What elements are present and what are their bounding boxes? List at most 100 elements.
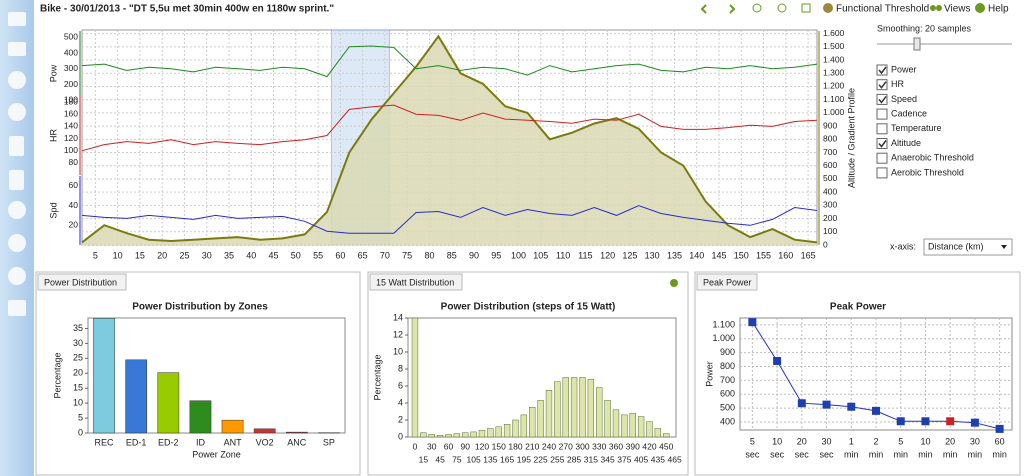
xaxis-label: x-axis: <box>890 241 916 251</box>
icon[interactable] <box>8 71 26 89</box>
marker <box>946 417 955 426</box>
bottom-panels: Power Distribution 15 Watt Distribution … <box>35 271 1021 476</box>
help-icon[interactable] <box>975 3 985 13</box>
tab-label[interactable]: Peak Power <box>703 277 752 287</box>
icon[interactable] <box>8 300 26 316</box>
x-tick-label: 120 <box>600 250 615 260</box>
icon[interactable] <box>9 170 24 190</box>
smoothing-label: Smoothing: 20 samples <box>877 23 972 33</box>
series-line <box>81 34 818 244</box>
checkbox[interactable] <box>876 64 888 76</box>
checkbox-label: HR <box>891 79 904 89</box>
checkbox-label: Cadence <box>891 108 927 118</box>
views-icon[interactable] <box>936 5 942 11</box>
checkbox[interactable] <box>876 79 888 91</box>
checkbox[interactable] <box>876 108 888 120</box>
bar <box>520 414 528 438</box>
panel <box>35 271 361 476</box>
x-tick-label: 150 <box>734 250 749 260</box>
icon[interactable] <box>8 103 26 121</box>
tool-label[interactable]: Views <box>944 4 971 15</box>
x-tick-label: 405 <box>634 454 648 464</box>
x-tick-label: 255 <box>550 454 564 464</box>
bar <box>545 390 553 438</box>
icon[interactable] <box>8 12 26 26</box>
tab[interactable] <box>37 273 127 291</box>
x-axis-label: Power Zone <box>192 449 241 459</box>
checkbox-label: Anaerobic Threshold <box>891 153 974 163</box>
checkbox[interactable] <box>876 167 888 179</box>
axis-label: Spd <box>48 202 58 218</box>
checkmark <box>878 95 887 104</box>
x-tick-label: sec <box>770 449 785 459</box>
bar <box>436 435 444 438</box>
prev-button[interactable] <box>700 4 707 14</box>
x-tick-label: 60 <box>335 250 345 260</box>
x-tick-label: 155 <box>756 250 771 260</box>
tool-label[interactable]: Functional Threshold <box>836 4 929 15</box>
x-tick-label: 225 <box>534 454 548 464</box>
y-tick-label: 100 <box>823 226 837 236</box>
settings-icon[interactable] <box>670 279 678 287</box>
checkbox[interactable] <box>876 123 888 135</box>
bar <box>612 409 620 438</box>
y-tick-label: 25 <box>73 353 83 363</box>
zoom-in[interactable] <box>752 3 762 13</box>
y-tick-label: 700 <box>823 147 837 157</box>
y-tick-label: 300 <box>823 200 837 210</box>
marker <box>872 406 880 415</box>
x-tick-label: 10 <box>772 436 782 446</box>
x-tick-label: 35 <box>224 250 234 260</box>
x-tick-label: ANC <box>287 437 307 447</box>
bar <box>503 424 511 438</box>
main-chart: 5 10 15 20 25 30 35 40 45 50 55 60 65 70 75 80 85 90 95 100… <box>48 28 856 260</box>
x-tick-label: 115 <box>578 250 592 260</box>
checkbox[interactable] <box>876 152 888 164</box>
next-button[interactable] <box>729 4 736 14</box>
y-tick-label: 100 <box>64 95 78 105</box>
checkbox[interactable] <box>876 138 888 149</box>
ft-icon[interactable] <box>823 3 833 13</box>
checkbox[interactable] <box>876 93 888 105</box>
slider-thumb[interactable] <box>913 37 921 51</box>
x-tick-label: 390 <box>626 441 640 451</box>
tab[interactable] <box>369 273 463 291</box>
tab-label[interactable]: Power Distribution <box>44 277 117 287</box>
series-line <box>81 205 818 234</box>
x-tick-label: 60 <box>444 441 454 451</box>
y-tick-label: 30 <box>73 338 83 348</box>
y-tick-label: 300 <box>64 63 78 73</box>
y-tick-label: 4 <box>398 397 403 407</box>
y-tick-label: 120 <box>64 133 78 143</box>
checkbox-label: Power <box>891 64 917 74</box>
bar <box>512 419 519 438</box>
x-tick-label: 80 <box>424 250 434 260</box>
icon[interactable] <box>8 42 26 56</box>
y-tick-label: 1.200 <box>823 81 845 91</box>
y-tick-label: 100 <box>64 145 78 155</box>
x-tick-label: REC <box>95 437 115 447</box>
y-tick-label: 6 <box>398 380 403 390</box>
y-tick-label: 15 <box>73 383 83 393</box>
tab-label[interactable]: 15 Watt Distribution <box>376 277 454 287</box>
icon[interactable] <box>8 267 26 285</box>
x-tick-label: 25 <box>179 250 189 260</box>
x-tick-label: 30 <box>202 250 212 260</box>
x-tick-label: 150 <box>492 441 506 451</box>
fit-button[interactable] <box>801 3 811 13</box>
icon[interactable] <box>9 136 24 156</box>
icon[interactable] <box>8 234 26 252</box>
tab[interactable] <box>696 273 758 291</box>
x-tick-label: 65 <box>358 250 368 260</box>
x-tick-label: 465 <box>668 454 682 464</box>
x-tick-label: 270 <box>559 441 573 451</box>
bar <box>411 317 419 438</box>
bar <box>420 432 427 438</box>
icon[interactable] <box>8 201 26 219</box>
x-tick-label: 330 <box>592 441 606 451</box>
views-icon[interactable] <box>930 5 936 11</box>
tool-label[interactable]: Help <box>988 4 1009 15</box>
y-tick-label: 1.300 <box>823 68 845 78</box>
zoom-out[interactable] <box>777 3 787 13</box>
xaxis-dropdown[interactable] <box>923 238 1013 256</box>
